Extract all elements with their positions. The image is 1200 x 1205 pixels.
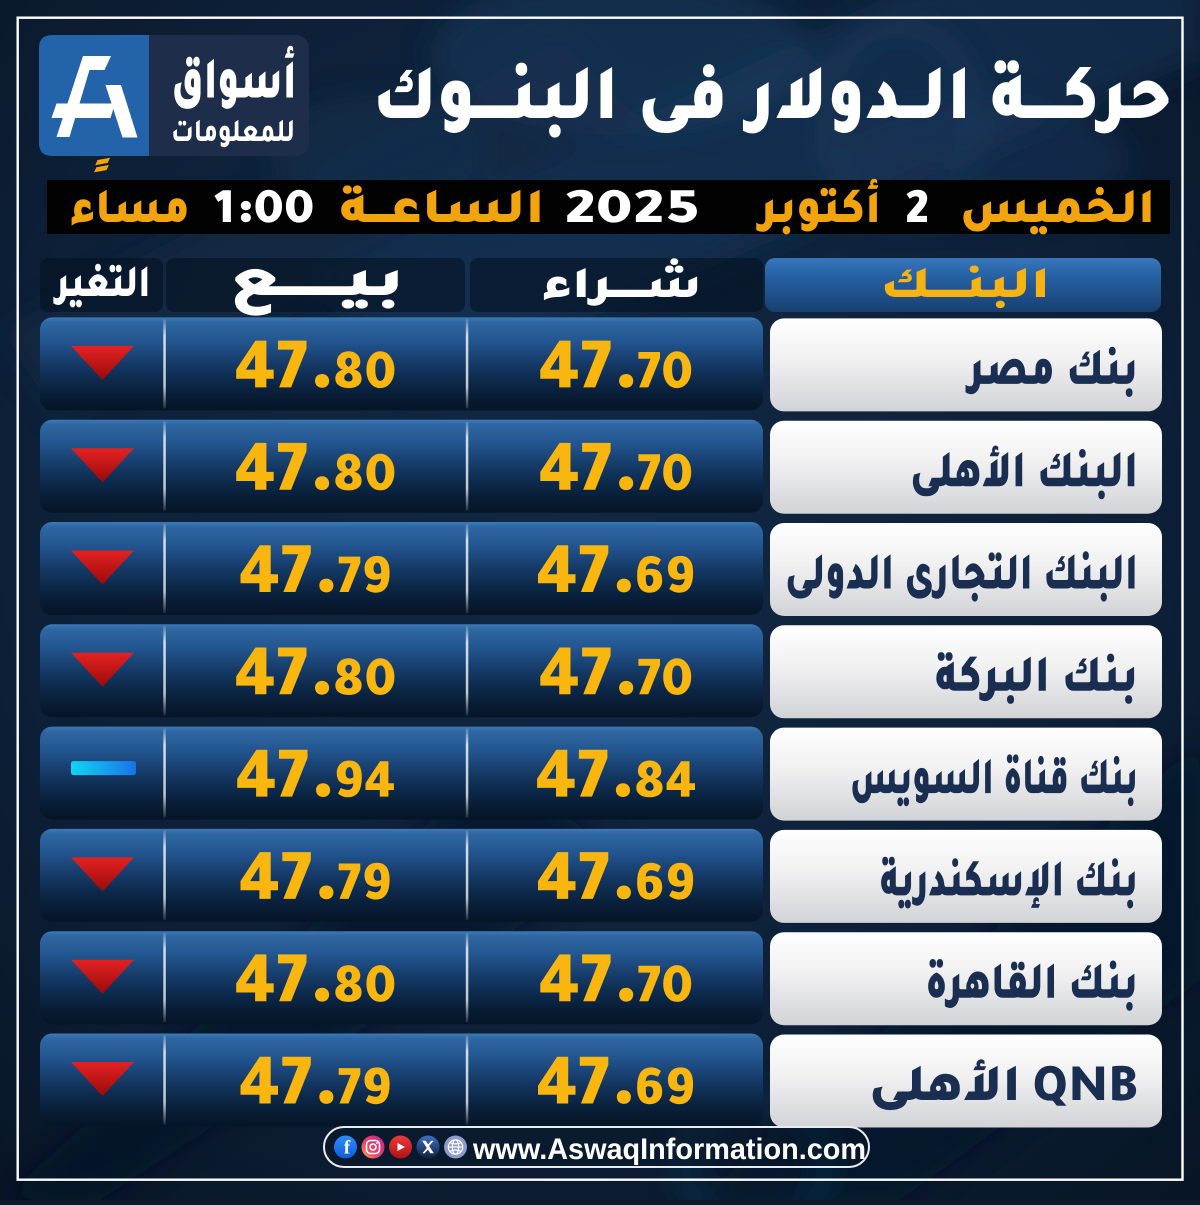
svg-text:f: f <box>344 1138 351 1159</box>
svg-text:www.AswaqInformation.com: www.AswaqInformation.com <box>472 1133 866 1166</box>
